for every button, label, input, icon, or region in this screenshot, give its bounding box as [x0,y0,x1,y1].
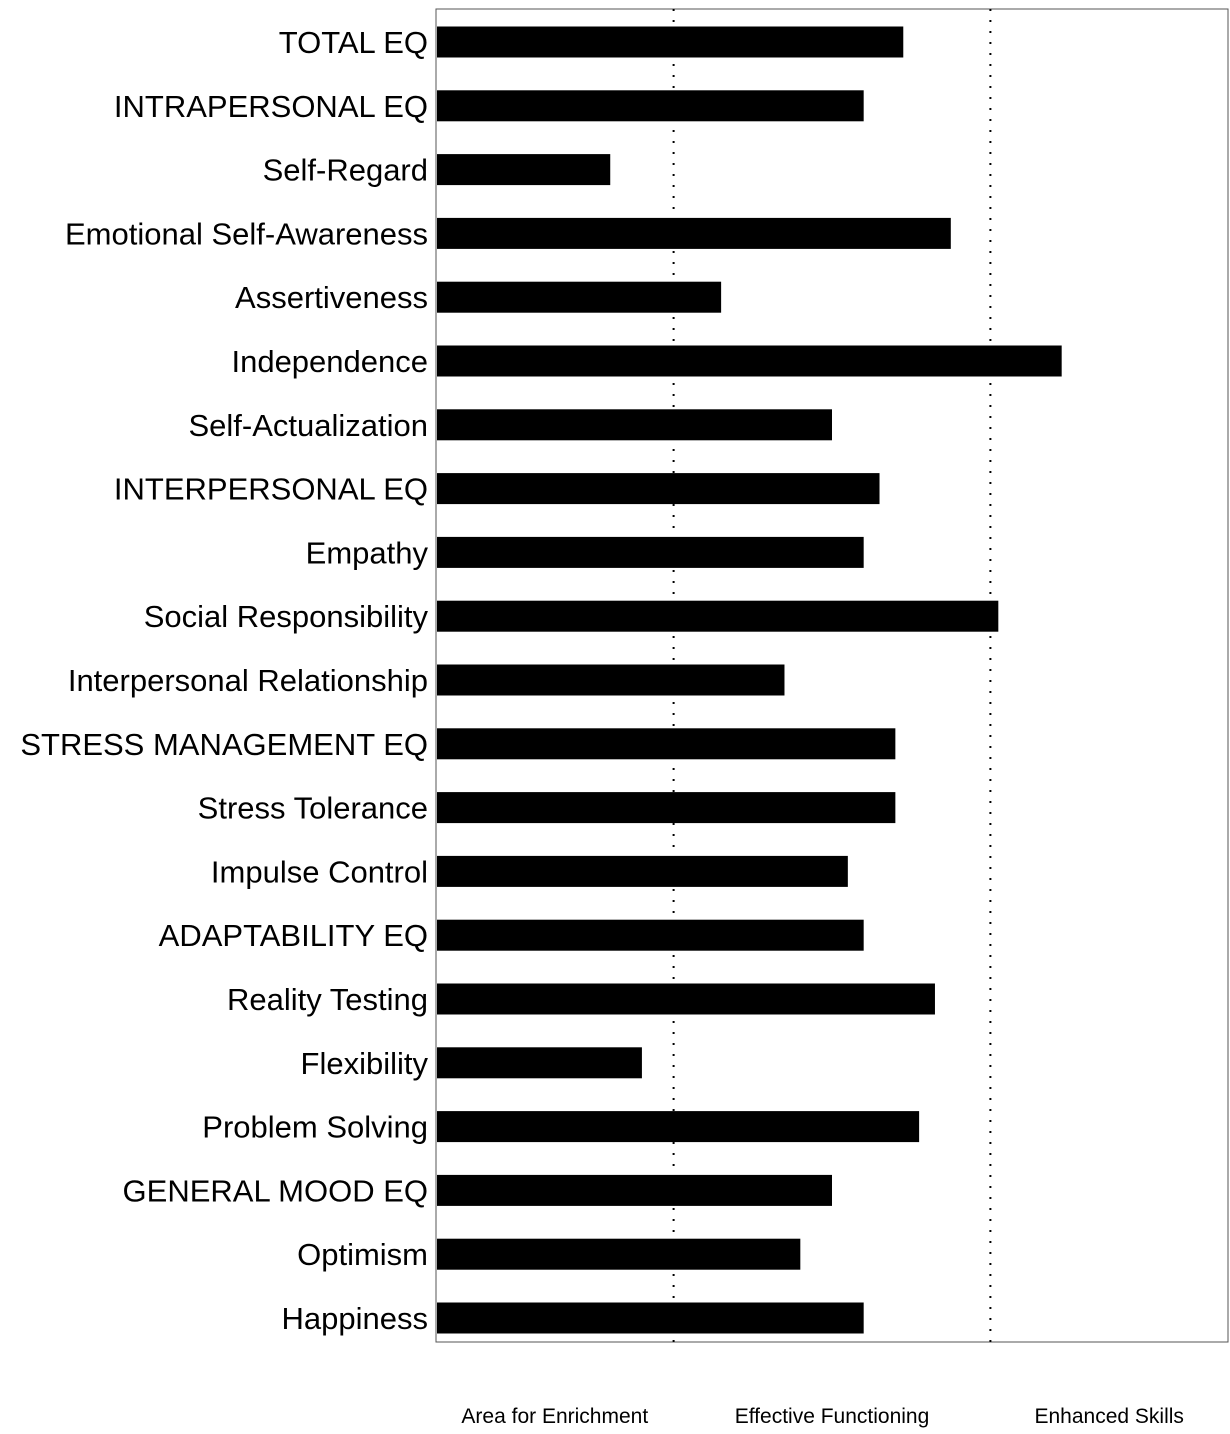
zone-label-group: Area for Enrichment Effective Functioning… [461,1405,1183,1428]
bar-3 [437,154,611,186]
category-label-13: Stress Tolerance [198,791,428,826]
category-label-11: Interpersonal Relationship [68,663,428,698]
bar-2 [437,90,864,122]
category-label-14: Impulse Control [211,854,428,889]
category-label-4: Emotional Self-Awareness [65,216,428,251]
category-label-8: INTERPERSONAL EQ [114,472,428,507]
category-label-21: Happiness [282,1301,428,1336]
bar-11 [437,664,785,696]
bar-10 [437,600,999,632]
bar-5 [437,281,722,313]
category-label-17: Flexibility [301,1046,429,1081]
category-label-12: STRESS MANAGEMENT EQ [20,727,428,762]
bar-16 [437,983,935,1015]
bar-14 [437,855,848,887]
category-label-7: Self-Actualization [188,408,428,443]
bar-6 [437,345,1062,377]
bar-19 [437,1174,832,1206]
category-label-3: Self-Regard [263,153,428,188]
bar-4 [437,217,951,249]
category-label-2: INTRAPERSONAL EQ [114,89,428,124]
category-label-15: ADAPTABILITY EQ [159,918,428,953]
bar-15 [437,919,864,951]
bar-12 [437,728,896,760]
bar-1 [437,26,904,58]
category-label-5: Assertiveness [235,280,428,315]
category-label-20: Optimism [297,1237,428,1272]
category-label-9: Empathy [306,535,429,570]
bar-group [437,26,1062,1334]
zone-label-1: Area for Enrichment [461,1405,648,1428]
bar-17 [437,1047,642,1079]
bar-9 [437,536,864,568]
category-label-18: Problem Solving [202,1110,428,1145]
bar-18 [437,1111,920,1143]
category-label-10: Social Responsibility [144,599,429,634]
category-label-19: GENERAL MOOD EQ [123,1173,428,1208]
bar-7 [437,409,832,441]
category-label-16: Reality Testing [227,982,428,1017]
zone-label-3: Enhanced Skills [1034,1405,1183,1428]
bar-13 [437,792,896,824]
category-label-6: Independence [231,344,428,379]
bar-21 [437,1302,864,1334]
category-label-1: TOTAL EQ [279,25,428,60]
bar-20 [437,1238,801,1270]
category-label-group: TOTAL EQ INTRAPERSONAL EQ Self-Regard Emoti… [20,25,428,1336]
bar-8 [437,473,880,505]
zone-label-2: Effective Functioning [735,1405,930,1428]
